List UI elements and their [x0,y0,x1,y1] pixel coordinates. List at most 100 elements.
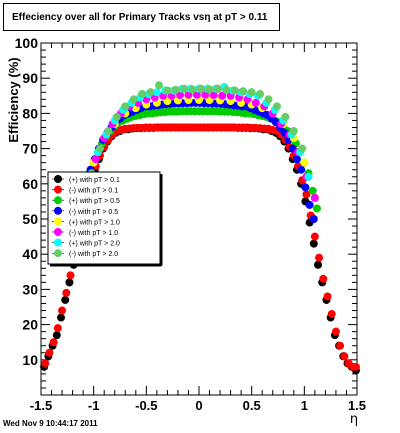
legend-label: (-) with pT > 2.0 [69,251,118,258]
data-point [61,295,70,304]
data-point [251,98,260,107]
legend-marker [54,185,62,194]
x-tick-label: 1 [301,398,308,413]
data-point [218,91,227,100]
data-point [171,85,180,94]
data-point [57,313,66,322]
y-tick-label: 70 [22,141,38,157]
y-tick-label: 20 [22,317,38,333]
legend-label: (+) with pT > 0.1 [69,177,120,184]
data-point [256,90,265,99]
data-point [272,102,281,111]
data-point [309,239,318,248]
data-point [213,84,222,93]
y-tick-label: 100 [15,35,39,51]
legend-marker [54,206,62,215]
legend-box [47,171,161,265]
data-point [129,95,138,104]
data-point [351,362,360,371]
data-point [297,165,306,174]
data-point [300,158,309,167]
data-point [112,112,121,121]
data-point [65,278,74,287]
legend-marker [54,175,62,183]
data-point [304,172,313,181]
legend-marker [54,228,62,236]
data-point [298,144,307,153]
legend-label: (-) with pT > 0.5 [69,209,118,216]
data-point [336,341,345,350]
y-tick-label: 30 [22,281,38,297]
x-tick-label: -0.5 [135,398,157,413]
chart-title: Effeciency over all for Primary Tracks v… [3,3,280,31]
data-point [163,86,172,95]
y-tick-label: 10 [22,352,38,368]
legend-marker [54,249,62,258]
legend-label: (+) with pT > 0.5 [69,198,120,205]
data-point [104,127,113,135]
y-tick-label: 60 [22,176,38,192]
timestamp: Wed Nov 9 10:44:17 2011 [3,419,98,428]
data-point [264,95,273,104]
data-point [314,260,323,269]
legend-label: (-) with pT > 1.0 [69,230,118,237]
data-point [323,292,332,301]
data-point [302,190,311,199]
series-8 [87,81,307,178]
y-axis-label: Efficiency (%) [6,57,21,142]
data-point [62,288,71,297]
x-tick-label: 0 [195,398,202,413]
data-point [308,186,317,195]
data-point [292,155,301,164]
data-point [197,84,206,93]
x-tick-label: 1.5 [348,398,366,413]
data-point [180,84,189,93]
data-point [289,127,298,135]
data-point [53,324,62,333]
data-point [327,310,336,319]
data-point [312,204,321,213]
y-tick-label: 50 [22,211,38,227]
y-tick-label: 40 [22,246,38,262]
data-point [49,338,58,347]
axes: -1.5 -1 -0.5 0 0.5 1 1.5 10 20 30 40 50 60 70 80 90 100 [15,35,366,413]
data-point [154,81,163,90]
data-point [310,232,319,241]
data-point [305,200,314,209]
data-point [310,193,319,202]
data-point [222,85,231,94]
y-tick-label: 90 [22,70,38,86]
data-point [66,271,75,280]
x-tick-label: -1.5 [30,398,52,413]
data-point [319,274,328,283]
data-point [41,359,50,368]
data-point [58,306,67,315]
data-point [247,88,256,97]
data-point [230,86,239,95]
data-point [205,85,214,94]
data-point [209,91,218,100]
data-point [146,88,155,97]
data-point [239,87,248,96]
x-axis-label: η [350,412,358,427]
legend-label: (-) with pT > 0.1 [69,188,118,195]
data-point [45,348,54,357]
data-point [188,85,197,94]
data-point [52,331,61,340]
data-point [152,88,161,97]
x-tick-label: -1 [88,398,100,413]
legend-label: (+) with pT > 2.0 [69,241,120,248]
legend-marker [54,196,62,205]
data-point [309,215,318,223]
legend: (+) with pT > 0.1 (-) with pT > 0.1 (+) wi… [47,171,163,267]
x-tick-label: 0.5 [243,398,261,413]
data-point [301,183,310,192]
data-point [331,327,340,336]
data-point [281,112,290,121]
data-point [95,144,104,153]
chart-title-text: Effeciency over all for Primary Tracks v… [12,11,268,23]
data-point [138,90,147,99]
data-point [340,352,349,361]
data-point [315,253,324,262]
